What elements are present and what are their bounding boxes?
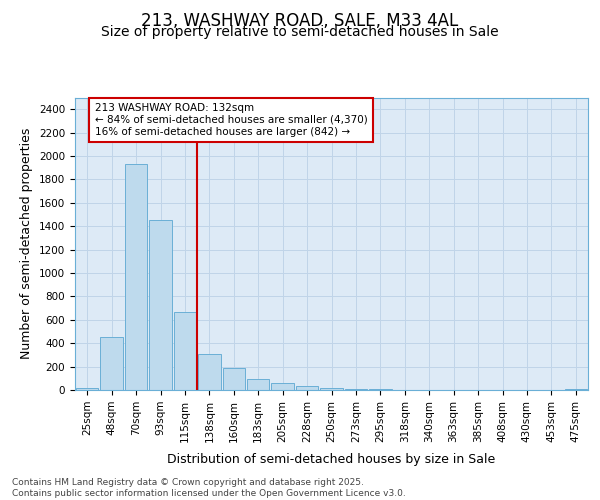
Bar: [320, 388, 343, 390]
Y-axis label: Number of semi-detached properties: Number of semi-detached properties: [20, 128, 34, 360]
Bar: [198, 354, 221, 390]
Text: Size of property relative to semi-detached houses in Sale: Size of property relative to semi-detach…: [101, 25, 499, 39]
Bar: [223, 368, 245, 390]
Text: Contains HM Land Registry data © Crown copyright and database right 2025.
Contai: Contains HM Land Registry data © Crown c…: [12, 478, 406, 498]
Bar: [247, 379, 269, 390]
Bar: [100, 338, 123, 390]
Bar: [344, 389, 367, 390]
Text: 213 WASHWAY ROAD: 132sqm
← 84% of semi-detached houses are smaller (4,370)
16% o: 213 WASHWAY ROAD: 132sqm ← 84% of semi-d…: [95, 104, 367, 136]
Bar: [565, 389, 587, 390]
Bar: [296, 386, 319, 390]
Bar: [76, 388, 98, 390]
Text: 213, WASHWAY ROAD, SALE, M33 4AL: 213, WASHWAY ROAD, SALE, M33 4AL: [142, 12, 458, 30]
Bar: [125, 164, 148, 390]
X-axis label: Distribution of semi-detached houses by size in Sale: Distribution of semi-detached houses by …: [167, 453, 496, 466]
Bar: [271, 383, 294, 390]
Bar: [149, 220, 172, 390]
Bar: [173, 312, 196, 390]
